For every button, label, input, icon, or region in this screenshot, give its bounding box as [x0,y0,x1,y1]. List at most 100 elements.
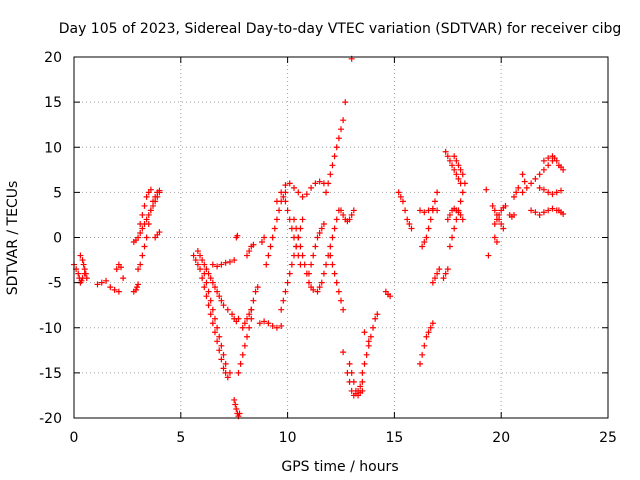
data-point [143,234,150,241]
data-point [363,351,370,358]
data-point [444,153,451,160]
data-point [540,157,547,164]
data-point [502,202,509,209]
data-point [115,288,122,295]
series-t60 [555,162,567,173]
data-point [269,234,276,241]
data-point [540,186,547,193]
series-t19 [248,284,261,313]
data-point [320,220,327,227]
data-point [331,153,338,160]
data-point [244,333,251,340]
data-point [152,193,159,200]
data-point [357,383,364,390]
data-point [265,252,272,259]
data-point [329,234,336,241]
data-point [241,320,248,327]
data-point [214,338,221,345]
data-point [340,306,347,313]
data-point [256,320,263,327]
data-point [278,322,285,329]
data-point [316,178,323,185]
series-t61 [555,207,567,218]
series-t55 [519,171,528,185]
series-t2 [77,252,90,282]
data-point [429,207,436,214]
data-point [367,333,374,340]
data-point [459,171,466,178]
data-point [299,193,306,200]
data-point [147,186,154,193]
data-point [528,207,535,214]
data-point [350,207,357,214]
data-point [359,387,366,394]
data-point [246,324,253,331]
data-point [252,288,259,295]
data-point [207,311,214,318]
x-tick-label: 25 [599,430,617,446]
data-point [293,225,300,232]
data-point [406,220,413,227]
data-point [284,279,291,286]
series-t37 [361,329,372,345]
data-point [365,338,372,345]
data-point [346,216,353,223]
series-t43 [429,266,443,286]
data-point [220,365,227,372]
data-point [226,369,233,376]
data-point [267,243,274,250]
series-t29 [323,99,349,196]
y-tick-label: -5 [48,276,62,292]
data-point [457,166,464,173]
data-point [81,266,88,273]
data-point [137,229,144,236]
data-point [423,333,430,340]
data-point [305,279,312,286]
series-t36 [359,311,381,376]
data-point [318,225,325,232]
data-point [199,257,206,264]
data-point [282,288,289,295]
data-point [532,209,539,216]
data-point [536,184,543,191]
series-t8 [137,186,154,227]
data-point [194,248,201,255]
series-t54 [511,184,522,200]
data-point [220,351,227,358]
series-t7 [135,187,163,273]
series-t42 [419,189,441,250]
data-point [199,275,206,282]
y-tick-label: -20 [39,411,62,427]
data-point [419,351,426,358]
data-point [446,211,453,218]
data-point [310,286,317,293]
data-point [427,324,434,331]
data-point [451,153,458,160]
data-point [491,220,498,227]
data-point [218,356,225,363]
data-point [246,311,253,318]
data-point [273,198,280,205]
data-point [278,189,285,196]
data-point [214,288,221,295]
data-point [299,216,306,223]
data-point [457,198,464,205]
series-t4 [113,261,124,273]
y-tick-label: 20 [44,50,62,66]
data-point [120,275,127,282]
data-point [493,239,500,246]
data-point [209,306,216,313]
data-point [314,234,321,241]
data-point [316,284,323,291]
data-point [284,207,291,214]
data-point [483,186,490,193]
data-point [236,410,243,417]
data-point [340,211,347,218]
series-t34 [346,360,366,399]
data-point [425,329,432,336]
series-t26 [291,216,317,293]
data-point [145,211,152,218]
data-point [222,259,229,266]
data-point [312,243,319,250]
